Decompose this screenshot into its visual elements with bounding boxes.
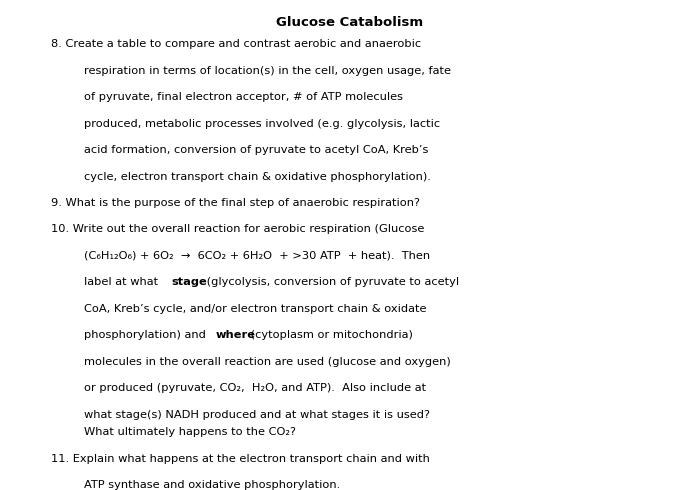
- Text: ATP synthase and oxidative phosphorylation.: ATP synthase and oxidative phosphorylati…: [84, 480, 340, 490]
- Text: produced, metabolic processes involved (e.g. glycolysis, lactic: produced, metabolic processes involved (…: [84, 119, 440, 128]
- Text: of pyruvate, final electron acceptor, # of ATP molecules: of pyruvate, final electron acceptor, # …: [84, 92, 403, 102]
- Text: (cytoplasm or mitochondria): (cytoplasm or mitochondria): [247, 330, 413, 340]
- Text: 10. Write out the overall reaction for aerobic respiration (Glucose: 10. Write out the overall reaction for a…: [51, 224, 424, 234]
- Text: label at what: label at what: [84, 277, 162, 287]
- Text: Glucose Catabolism: Glucose Catabolism: [276, 16, 424, 29]
- Text: respiration in terms of location(s) in the cell, oxygen usage, fate: respiration in terms of location(s) in t…: [84, 66, 451, 75]
- Text: 8. Create a table to compare and contrast aerobic and anaerobic: 8. Create a table to compare and contras…: [51, 39, 421, 49]
- Text: (C₆H₁₂O₆) + 6O₂  →  6CO₂ + 6H₂O  + >30 ATP  + heat).  Then: (C₆H₁₂O₆) + 6O₂ → 6CO₂ + 6H₂O + >30 ATP …: [84, 251, 430, 261]
- Text: cycle, electron transport chain & oxidative phosphorylation).: cycle, electron transport chain & oxidat…: [84, 172, 431, 181]
- Text: where: where: [216, 330, 256, 340]
- Text: phosphorylation) and: phosphorylation) and: [84, 330, 209, 340]
- Text: 11. Explain what happens at the electron transport chain and with: 11. Explain what happens at the electron…: [51, 454, 430, 464]
- Text: What ultimately happens to the CO₂?: What ultimately happens to the CO₂?: [84, 427, 296, 437]
- Text: (glycolysis, conversion of pyruvate to acetyl: (glycolysis, conversion of pyruvate to a…: [203, 277, 459, 287]
- Text: 9. What is the purpose of the final step of anaerobic respiration?: 9. What is the purpose of the final step…: [51, 198, 420, 208]
- Text: CoA, Kreb’s cycle, and/or electron transport chain & oxidate: CoA, Kreb’s cycle, and/or electron trans…: [84, 304, 426, 314]
- Text: or produced (pyruvate, CO₂,  H₂O, and ATP).  Also include at: or produced (pyruvate, CO₂, H₂O, and ATP…: [84, 383, 426, 393]
- Text: stage: stage: [172, 277, 207, 287]
- Text: what stage(s) NADH produced and at what stages it is used?: what stage(s) NADH produced and at what …: [84, 410, 430, 419]
- Text: molecules in the overall reaction are used (glucose and oxygen): molecules in the overall reaction are us…: [84, 357, 451, 367]
- Text: acid formation, conversion of pyruvate to acetyl CoA, Kreb’s: acid formation, conversion of pyruvate t…: [84, 145, 428, 155]
